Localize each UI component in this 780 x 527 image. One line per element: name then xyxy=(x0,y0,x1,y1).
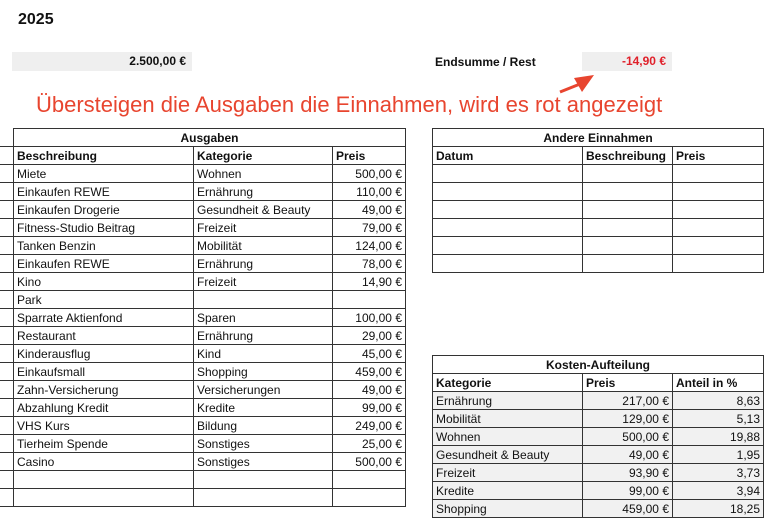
table-row xyxy=(432,218,765,237)
cell[interactable]: 8,63 xyxy=(672,391,764,410)
andere-einnahmen-table: Andere Einnahmen Datum Beschreibung Preis xyxy=(431,128,765,273)
cell[interactable] xyxy=(332,488,406,507)
cell[interactable]: 78,00 € xyxy=(332,254,406,273)
cell[interactable]: 249,00 € xyxy=(332,416,406,435)
cell[interactable]: 14,90 € xyxy=(332,272,406,291)
cell[interactable]: Freizeit xyxy=(193,272,333,291)
cell[interactable]: Sonstiges xyxy=(193,434,333,453)
table-row: Tanken Benzin Mobilität 124,00 € xyxy=(0,236,406,255)
cell[interactable]: Mobilität xyxy=(193,236,333,255)
cell[interactable]: Zahn-Versicherung xyxy=(13,380,194,399)
table-row: Einkaufsmall Shopping 459,00 € xyxy=(0,362,406,381)
cell[interactable]: 93,90 € xyxy=(582,463,673,482)
table-row: Tierheim Spende Sonstiges 25,00 € xyxy=(0,434,406,453)
table-row: Kino Freizeit 14,90 € xyxy=(0,272,406,291)
cell[interactable]: Wohnen xyxy=(432,427,583,446)
cell[interactable]: Tierheim Spende xyxy=(13,434,194,453)
cell[interactable]: 25,00 € xyxy=(332,434,406,453)
year-title: 2025 xyxy=(18,11,54,28)
cell[interactable]: Abzahlung Kredit xyxy=(13,398,194,417)
table-title-row: Kosten-Aufteilung xyxy=(432,355,764,374)
cell[interactable]: Beschreibung xyxy=(582,146,673,165)
table-row xyxy=(432,182,765,201)
cell[interactable]: Gesundheit & Beauty xyxy=(193,200,333,219)
table-row: Einkaufen REWE Ernährung 78,00 € xyxy=(0,254,406,273)
table-row xyxy=(0,488,406,507)
cell[interactable]: Beschreibung xyxy=(13,146,194,165)
cell[interactable]: Anteil in % xyxy=(672,373,764,392)
table-row: Kinderausflug Kind 45,00 € xyxy=(0,344,406,363)
table-row xyxy=(432,254,765,273)
table-row: Sparrate Aktienfond Sparen 100,00 € xyxy=(0,308,406,327)
cell[interactable]: 500,00 € xyxy=(332,164,406,183)
cell[interactable] xyxy=(671,254,765,273)
cell[interactable]: Einkaufen REWE xyxy=(13,254,194,273)
arrow-head-icon xyxy=(574,75,594,92)
cell[interactable]: 99,00 € xyxy=(582,481,673,500)
arrow-line xyxy=(559,82,581,94)
kosten-aufteilung-table: Kosten-Aufteilung Kategorie Preis Anteil in… xyxy=(432,355,764,518)
table-row: Einkaufen Drogerie Gesundheit & Beauty 49,… xyxy=(0,200,406,219)
cell[interactable]: Kredite xyxy=(432,481,583,500)
cell[interactable]: 217,00 € xyxy=(582,391,673,410)
annotation-text: Übersteigen die Ausgaben die Einnahmen, … xyxy=(36,92,663,117)
cell[interactable]: Gesundheit & Beauty xyxy=(432,445,583,464)
table-row: Wohnen 500,00 €19,88 xyxy=(432,427,764,446)
table-row xyxy=(432,164,765,183)
cell[interactable]: Wohnen xyxy=(193,164,333,183)
cell[interactable]: Shopping xyxy=(432,499,583,518)
table-row xyxy=(432,200,765,219)
cell[interactable]: 49,00 € xyxy=(332,200,406,219)
income-total-cell[interactable]: 2.500,00 € xyxy=(12,52,192,71)
cell[interactable]: Kategorie xyxy=(193,146,333,165)
cell[interactable]: 459,00 € xyxy=(332,362,406,381)
endsumme-label: Endsumme / Rest xyxy=(435,55,536,69)
table-row: Mobilität 129,00 €5,13 xyxy=(432,409,764,428)
cell[interactable]: 45,00 € xyxy=(332,344,406,363)
cell[interactable]: 18,25 xyxy=(672,499,764,518)
table-row: Shopping 459,00 €18,25 xyxy=(432,499,764,518)
cell[interactable]: 3,73 xyxy=(672,463,764,482)
table-row: Gesundheit & Beauty 49,00 €1,95 xyxy=(432,445,764,464)
cell[interactable]: Einkaufen REWE xyxy=(13,182,194,201)
table-row: Fitness-Studio Beitrag Freizeit 79,00 € xyxy=(0,218,406,237)
table-row xyxy=(0,470,406,489)
table-title: Kosten-Aufteilung xyxy=(432,355,764,374)
cell[interactable]: 99,00 € xyxy=(332,398,406,417)
endsumme-value-cell[interactable]: -14,90 € xyxy=(582,52,672,71)
cell[interactable]: Kino xyxy=(13,272,194,291)
cell[interactable]: Sonstiges xyxy=(193,452,333,471)
cell[interactable]: 5,13 xyxy=(672,409,764,428)
cell[interactable]: Mobilität xyxy=(432,409,583,428)
ausgaben-table: Ausgaben Beschreibung Kategorie Preis Miete W… xyxy=(0,128,406,507)
table-row: Casino Sonstiges 500,00 € xyxy=(0,452,406,471)
table-row: Abzahlung Kredit Kredite 99,00 € xyxy=(0,398,406,417)
table-title-row: Andere Einnahmen xyxy=(431,128,765,147)
cell[interactable]: 3,94 xyxy=(672,481,764,500)
table-header-row: Beschreibung Kategorie Preis xyxy=(0,146,406,165)
table-row: Kredite 99,00 €3,94 xyxy=(432,481,764,500)
table-row: VHS Kurs Bildung 249,00 € xyxy=(0,416,406,435)
table-header-row: Datum Beschreibung Preis xyxy=(432,146,765,165)
table-row: Einkaufen REWE Ernährung 110,00 € xyxy=(0,182,406,201)
table-title: Andere Einnahmen xyxy=(431,128,765,147)
cell[interactable]: 129,00 € xyxy=(582,409,673,428)
cell[interactable]: Ernährung xyxy=(193,254,333,273)
cell[interactable]: 459,00 € xyxy=(582,499,673,518)
cell[interactable]: 500,00 € xyxy=(582,427,673,446)
